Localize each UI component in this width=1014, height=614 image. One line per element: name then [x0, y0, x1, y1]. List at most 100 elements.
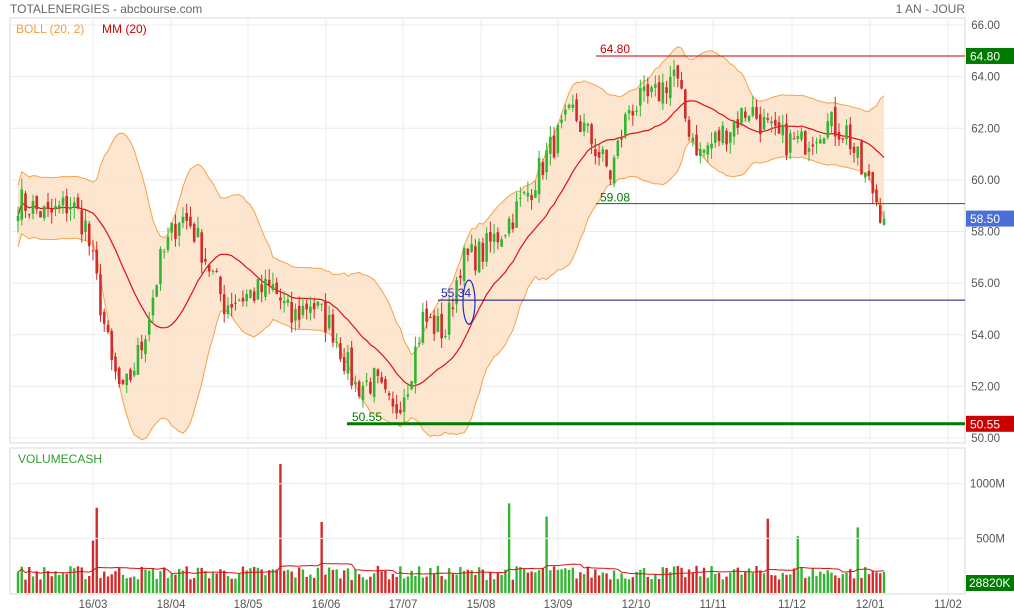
- candle: [286, 294, 290, 307]
- candle-body: [387, 393, 391, 396]
- price-tick-label: 64.00: [971, 72, 1000, 84]
- volume-bar: [440, 576, 443, 593]
- price-tick-label: 56.00: [971, 278, 1000, 290]
- candle: [106, 320, 110, 335]
- candle: [147, 311, 151, 342]
- candle-body: [856, 146, 860, 158]
- candle-body: [582, 122, 586, 132]
- candle-body: [541, 162, 545, 175]
- candle: [541, 158, 545, 180]
- candle: [822, 137, 826, 145]
- candle: [830, 111, 833, 135]
- candle: [20, 178, 24, 226]
- candle: [462, 245, 466, 287]
- candle: [61, 191, 65, 214]
- volume-bar: [601, 572, 605, 593]
- candle: [792, 131, 796, 140]
- candle: [492, 224, 496, 254]
- candle-body: [331, 314, 335, 343]
- volume-bar: [136, 579, 140, 593]
- candle: [174, 214, 177, 247]
- volume-bar: [635, 571, 638, 593]
- volume-bar: [515, 566, 518, 593]
- candle-body: [24, 193, 27, 211]
- volume-bar: [627, 579, 631, 593]
- volume-bar: [372, 573, 376, 593]
- volume-bar: [20, 566, 23, 593]
- volume-bar: [864, 566, 867, 593]
- candle-body: [489, 232, 492, 242]
- candle-body: [80, 210, 84, 235]
- candle-body: [875, 189, 878, 203]
- moving-average: [17, 100, 885, 387]
- volume-bar: [309, 574, 312, 593]
- volume-bar: [305, 576, 308, 593]
- candle: [747, 115, 751, 123]
- candle: [871, 171, 875, 204]
- candle-body: [706, 145, 710, 155]
- candle-body: [691, 137, 695, 142]
- candle-body: [616, 140, 620, 156]
- candle: [867, 163, 871, 181]
- candle-body: [530, 195, 533, 200]
- volume-bar: [342, 570, 346, 593]
- candle-body: [785, 123, 788, 156]
- candle: [324, 293, 327, 343]
- volume-bar: [564, 568, 567, 593]
- candle-body: [766, 118, 770, 120]
- volume-bar: [219, 569, 222, 593]
- candle-body: [312, 303, 316, 310]
- candle-body: [237, 300, 241, 302]
- volume-bar: [477, 567, 481, 593]
- volume-bar: [118, 567, 121, 593]
- candle-body: [395, 404, 398, 414]
- candle: [781, 114, 785, 144]
- volume-bar: [24, 579, 27, 593]
- candle-body: [665, 87, 668, 94]
- candle-body: [740, 108, 743, 124]
- candle-body: [556, 124, 560, 154]
- candle-body: [680, 79, 683, 89]
- candle: [549, 125, 552, 166]
- candle: [743, 107, 747, 122]
- volume-bar: [267, 570, 271, 593]
- candle-body: [324, 300, 327, 333]
- candle-body: [770, 121, 773, 124]
- volume-bar: [65, 573, 68, 593]
- candle: [421, 302, 425, 345]
- volume-bar: [121, 574, 125, 593]
- candle-body: [747, 115, 751, 121]
- price-tick-label: 62.00: [971, 123, 1000, 135]
- volume-bar: [155, 578, 158, 593]
- volume-bar: [46, 571, 50, 593]
- volume-bar: [436, 565, 440, 593]
- candle: [609, 169, 612, 186]
- candle: [605, 149, 608, 168]
- volume-bar: [410, 570, 413, 593]
- candle-body: [279, 297, 282, 301]
- candle-body: [260, 284, 263, 293]
- candle: [301, 297, 305, 319]
- candle: [477, 238, 481, 274]
- volume-bar: [432, 574, 436, 593]
- candle-body: [609, 170, 612, 180]
- candle: [627, 105, 631, 121]
- candle: [545, 142, 548, 180]
- volume-bar: [657, 579, 661, 593]
- candle-body: [504, 235, 507, 237]
- price-tick-label: 60.00: [971, 175, 1000, 187]
- candle: [207, 264, 211, 277]
- candle-body: [76, 197, 80, 209]
- candle-body: [702, 149, 706, 153]
- tag-low: 50.55: [966, 415, 1014, 432]
- candle: [811, 136, 815, 156]
- volume-bar: [740, 574, 743, 593]
- candle: [474, 239, 477, 276]
- candle: [485, 227, 488, 267]
- date-tick-label: 15/08: [467, 599, 496, 611]
- volume-bar: [166, 578, 170, 593]
- candle-body: [642, 86, 646, 91]
- volume-bar: [361, 577, 365, 593]
- candle: [395, 394, 398, 420]
- candle-body: [376, 369, 380, 377]
